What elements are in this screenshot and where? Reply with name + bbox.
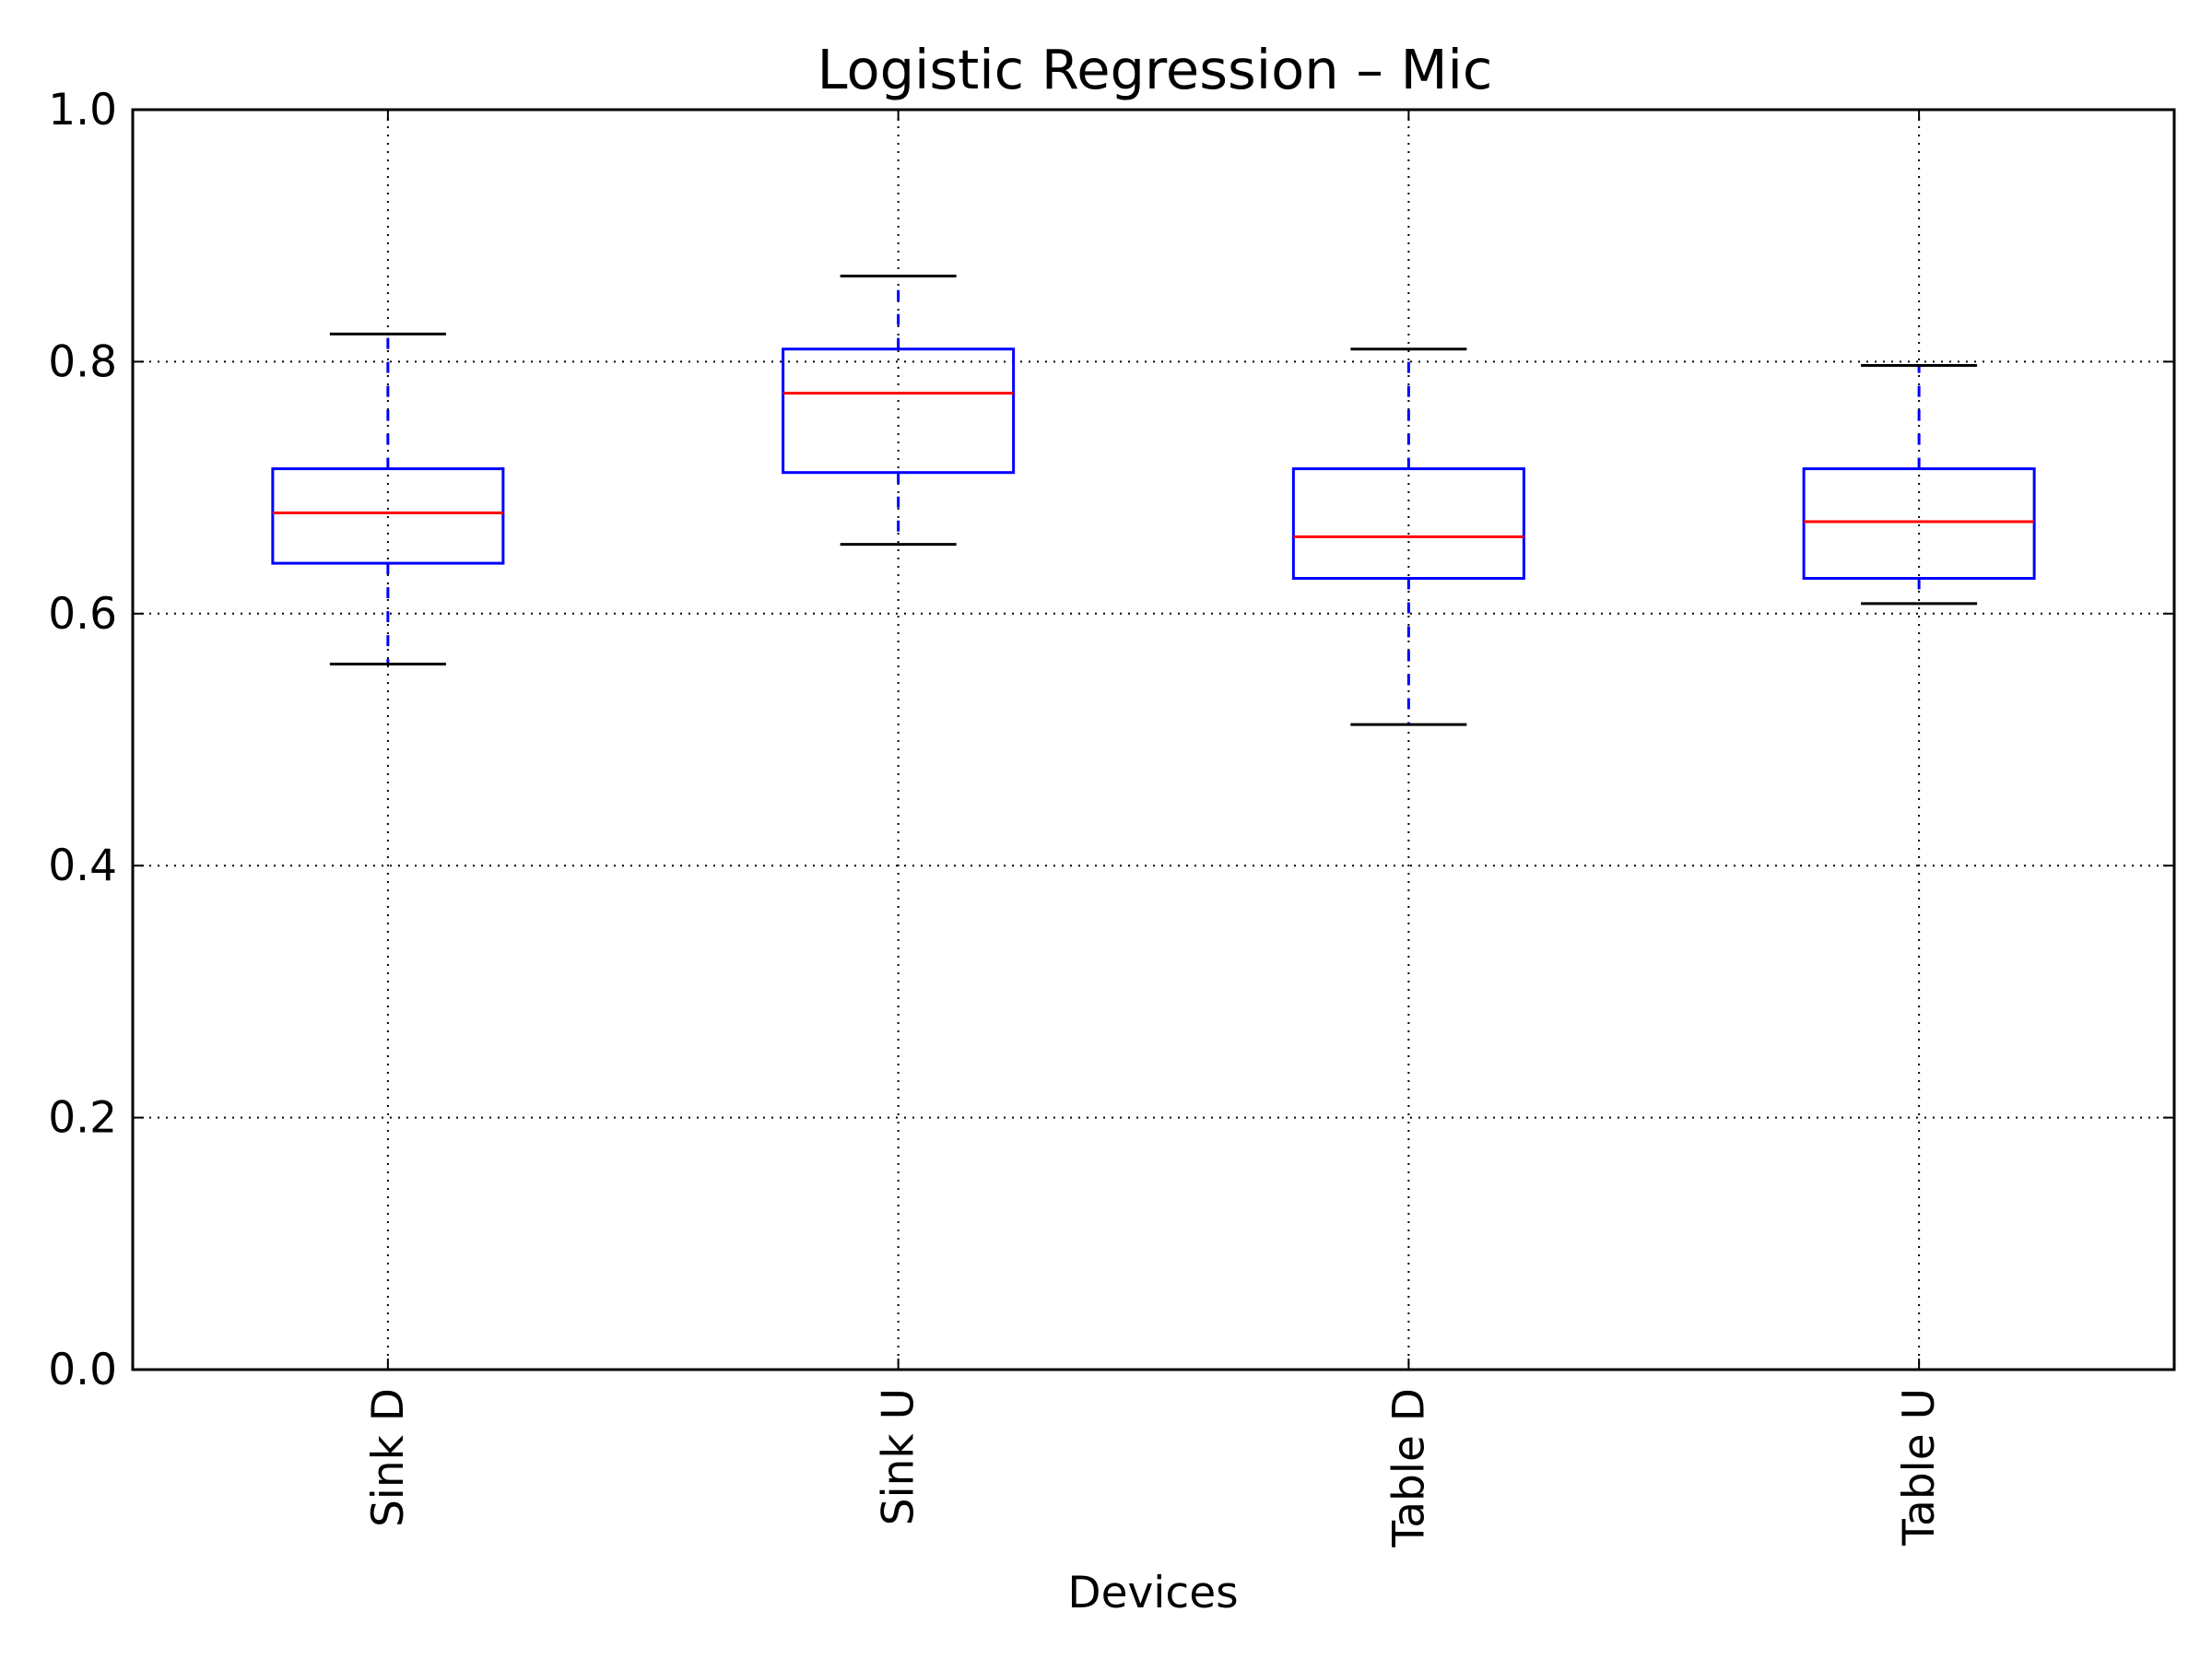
box-sink-d xyxy=(271,332,505,665)
box-iqr xyxy=(782,347,1016,475)
plot-frame xyxy=(131,108,2176,1371)
x-tick-label: Table D xyxy=(1383,1388,1434,1548)
box-table-d xyxy=(1291,347,1525,726)
y-tick-label: 1.0 xyxy=(48,85,117,135)
box-iqr xyxy=(1802,467,2036,581)
box-iqr xyxy=(1291,467,1525,581)
box-sink-u xyxy=(782,274,1016,547)
y-tick-label: 0.6 xyxy=(48,589,117,640)
grid-layer xyxy=(133,110,2174,1370)
x-tick-label: Sink D xyxy=(363,1388,414,1527)
y-tick-label: 0.8 xyxy=(48,336,117,387)
box-iqr xyxy=(271,467,505,565)
x-axis: Sink D Sink U Table D Table U xyxy=(363,110,1945,1548)
y-tick-label: 0.4 xyxy=(48,841,117,891)
chart-title: Logistic Regression – Mic xyxy=(818,38,1493,101)
x-axis-label: Devices xyxy=(1067,1568,1238,1618)
box-layer xyxy=(271,274,2036,726)
x-tick-label: Sink U xyxy=(874,1388,924,1525)
x-tick-label: Table U xyxy=(1894,1388,1945,1547)
box-table-u xyxy=(1802,364,2036,606)
y-tick-label: 0.2 xyxy=(48,1093,117,1144)
y-axis: 0.0 0.2 0.4 0.6 0.8 1.0 xyxy=(48,85,2174,1395)
y-tick-label: 0.0 xyxy=(48,1345,117,1395)
